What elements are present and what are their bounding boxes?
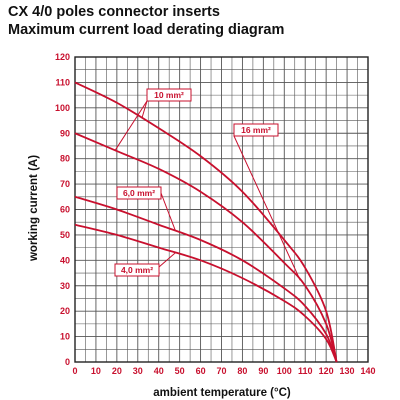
x-tick-label: 110 [298, 366, 313, 376]
series-label-box [114, 263, 160, 277]
y-tick-label: 60 [60, 205, 70, 215]
x-tick-label: 120 [319, 366, 334, 376]
y-tick-label: 70 [60, 179, 70, 189]
y-tick-label: 50 [60, 230, 70, 240]
leader-line [141, 100, 148, 119]
chart-subtitle: Maximum current load derating diagram [8, 22, 285, 38]
leader-line [160, 192, 176, 232]
x-tick-label: 130 [340, 366, 355, 376]
series-label: 10 mm² [154, 90, 184, 100]
series-label: 16 mm² [241, 125, 271, 135]
y-tick-label: 10 [60, 332, 70, 342]
series-label: 4,0 mm² [121, 265, 153, 275]
series-label-box [146, 88, 192, 102]
y-tick-label: 120 [55, 52, 70, 62]
x-tick-label: 70 [216, 366, 226, 376]
y-tick-label: 80 [60, 154, 70, 164]
series-line-0 [74, 81, 338, 363]
series-label: 6,0 mm² [123, 188, 155, 198]
y-tick-label: 40 [60, 255, 70, 265]
series-line-1 [74, 132, 338, 363]
x-tick-label: 30 [133, 366, 143, 376]
chart-title: CX 4/0 poles connector inserts [8, 4, 220, 20]
plot-frame [74, 56, 369, 363]
x-tick-label: 80 [237, 366, 247, 376]
y-axis-ticks: 0 10 20 30 40 50 60 70 80 90 100 110 120 [55, 52, 70, 367]
x-tick-label: 10 [91, 366, 101, 376]
leader-line [114, 100, 148, 151]
x-tick-label: 40 [154, 366, 164, 376]
leader-line [233, 135, 301, 281]
y-tick-label: 0 [65, 357, 70, 367]
chart-grid [74, 56, 369, 363]
series-label-box [233, 123, 279, 137]
y-tick-label: 110 [55, 77, 70, 87]
series-lines [74, 81, 338, 363]
x-axis-label: ambient temperature (°C) [153, 387, 291, 399]
series-line-3 [74, 223, 338, 363]
x-tick-label: 100 [277, 366, 292, 376]
y-tick-label: 100 [55, 103, 70, 113]
chart-titles: CX 4/0 poles connector inserts Maximum c… [8, 3, 284, 39]
series-labels: 10 mm² 16 mm² 6,0 mm² 4,0 mm² [114, 88, 301, 281]
x-tick-label: 0 [72, 366, 77, 376]
y-axis-label: working current (A) [28, 155, 40, 262]
x-tick-label: 140 [360, 366, 375, 376]
leader-line [158, 252, 176, 268]
y-tick-label: 20 [60, 306, 70, 316]
x-tick-label: 90 [258, 366, 268, 376]
series-line-2 [74, 195, 338, 363]
y-tick-label: 30 [60, 281, 70, 291]
x-tick-label: 50 [175, 366, 185, 376]
x-tick-label: 60 [196, 366, 206, 376]
x-tick-label: 20 [112, 366, 122, 376]
y-tick-label: 90 [60, 128, 70, 138]
series-label-box [116, 186, 162, 200]
x-axis-ticks: 0 10 20 30 40 50 60 70 80 90 100 110 120 130 140 [72, 366, 375, 376]
